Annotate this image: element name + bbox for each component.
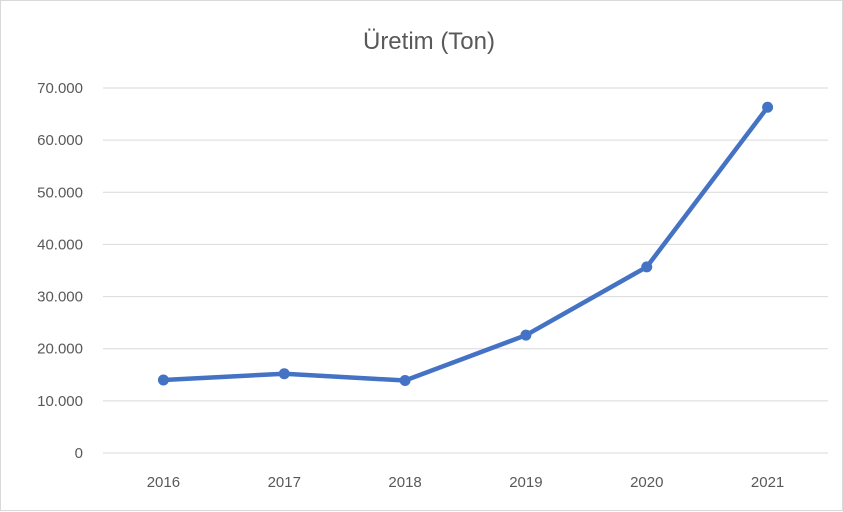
y-tick-label: 10.000 <box>37 393 83 410</box>
chart-title: Üretim (Ton) <box>363 28 495 55</box>
gridlines <box>103 87 828 454</box>
data-point <box>520 329 532 341</box>
x-tick-label: 2019 <box>509 474 542 491</box>
x-tick-label: 2017 <box>268 474 301 491</box>
data-point <box>641 261 653 273</box>
x-axis-tick-labels: 2016 2017 2018 2019 2020 2021 <box>147 474 785 491</box>
x-tick-label: 2016 <box>147 474 180 491</box>
y-tick-label: 0 <box>75 445 83 462</box>
data-point <box>399 375 411 387</box>
data-points <box>157 101 774 387</box>
data-point <box>762 101 774 113</box>
y-tick-label: 60.000 <box>37 132 83 149</box>
y-axis-tick-labels: 0 10.000 20.000 30.000 40.000 50.000 60.000 70.… <box>37 80 83 462</box>
y-tick-label: 30.000 <box>37 289 83 306</box>
x-tick-label: 2021 <box>751 474 784 491</box>
x-tick-label: 2020 <box>630 474 663 491</box>
x-tick-label: 2018 <box>388 474 421 491</box>
y-tick-label: 40.000 <box>37 236 83 253</box>
y-tick-label: 50.000 <box>37 184 83 201</box>
y-tick-label: 20.000 <box>37 341 83 358</box>
series-line <box>161 105 770 383</box>
data-point <box>278 368 290 380</box>
data-point <box>157 374 169 386</box>
y-tick-label: 70.000 <box>37 80 83 97</box>
